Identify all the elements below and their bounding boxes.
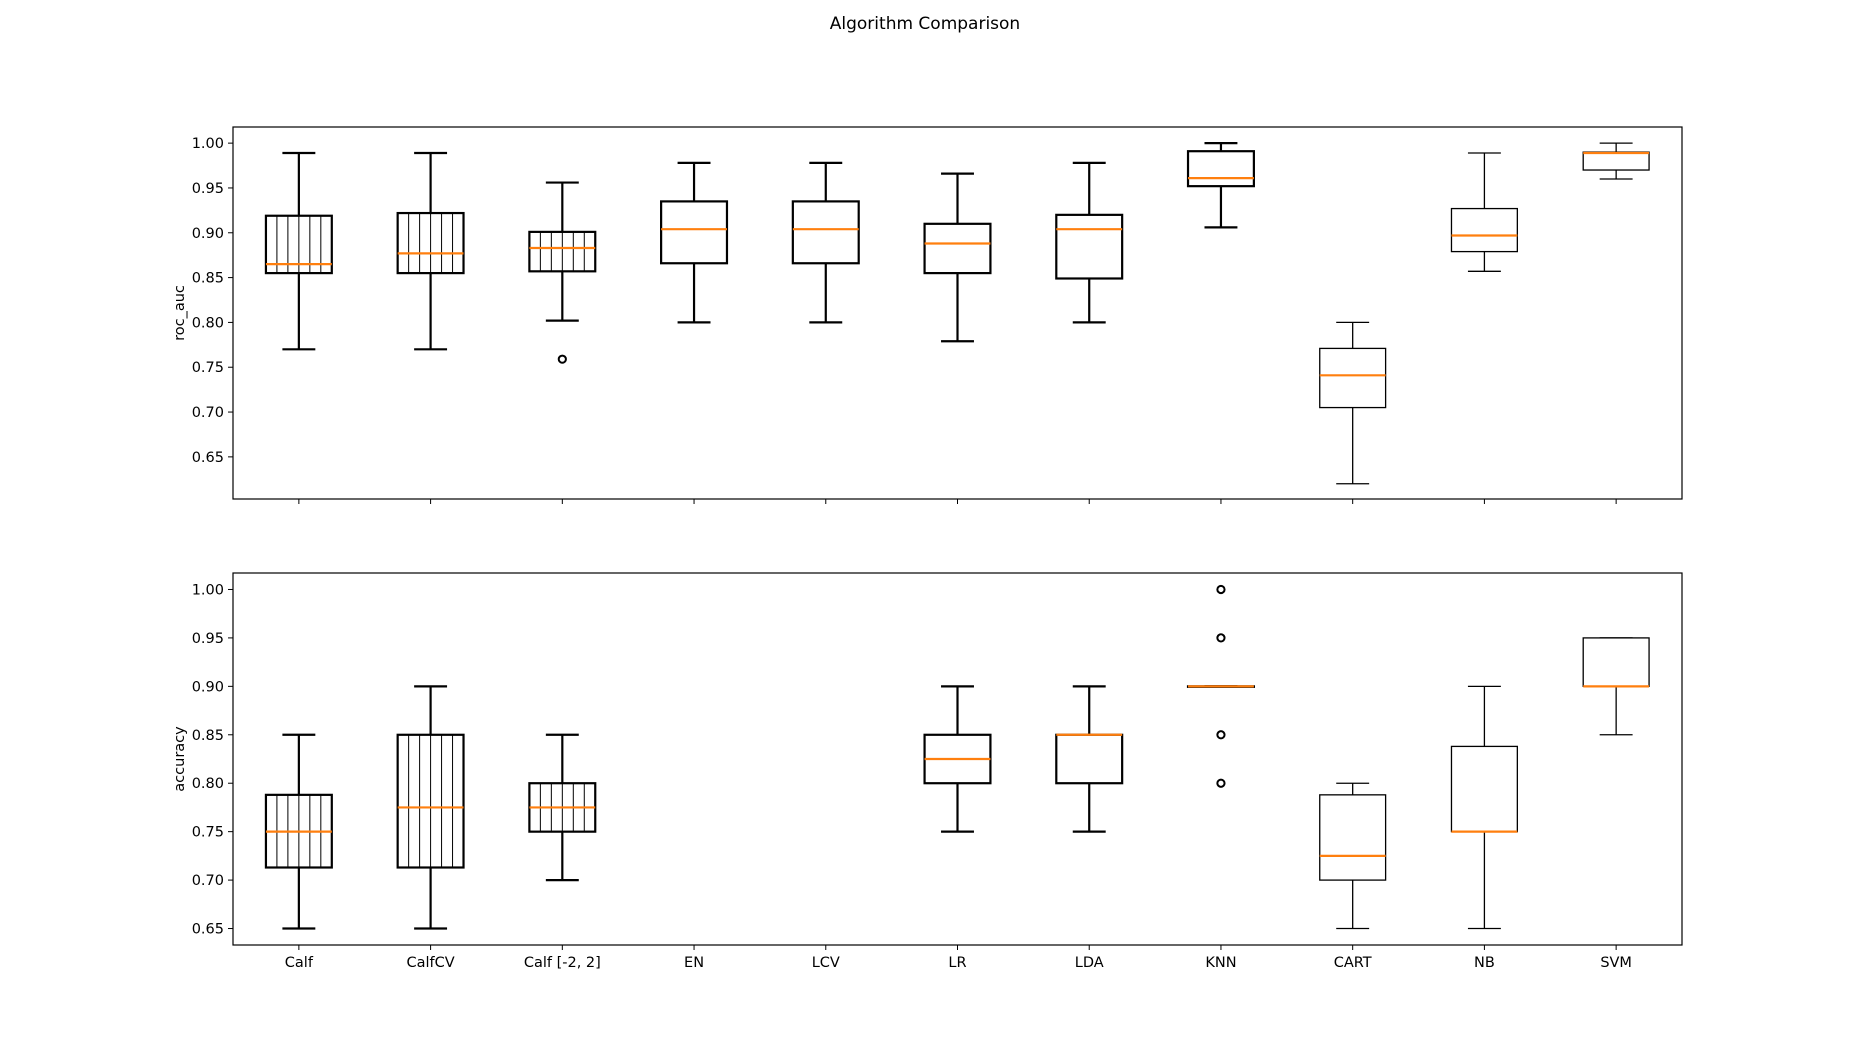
outlier-point xyxy=(1216,730,1226,740)
y-tick-label: 0.85 xyxy=(192,728,224,744)
box-nb xyxy=(1450,152,1518,272)
outlier-point xyxy=(1216,584,1226,595)
y-tick-label: 0.90 xyxy=(192,226,224,242)
box-calf xyxy=(264,733,333,930)
outlier-point xyxy=(1216,633,1226,643)
box-svm xyxy=(1582,637,1650,736)
y-axis-label: accuracy xyxy=(172,726,188,792)
y-tick-label: 0.65 xyxy=(192,922,224,938)
box-calfcv xyxy=(396,685,465,930)
iqr-box xyxy=(791,200,860,265)
iqr-box xyxy=(1319,347,1387,409)
y-tick-label: 0.80 xyxy=(192,776,224,792)
box-svm xyxy=(1582,142,1650,180)
y-tick-label: 0.65 xyxy=(192,450,224,466)
outlier-point xyxy=(557,354,567,364)
accuracy-panel: 0.65 0.70 0.75 0.80 0.85 0.90 0.95 1.00 accuracy… xyxy=(172,572,1683,971)
y-tick-label: 1.00 xyxy=(192,136,224,152)
x-tick-label-nb: NB xyxy=(1474,955,1495,971)
x-tick-label-en: EN xyxy=(684,955,704,971)
box-cart xyxy=(1319,782,1387,930)
iqr-box xyxy=(1582,637,1650,687)
box-nb xyxy=(1450,685,1518,930)
box-lcv xyxy=(791,161,860,324)
iqr-box xyxy=(923,222,992,275)
y-tick-label: 0.70 xyxy=(192,873,224,889)
box-knn xyxy=(1186,142,1255,229)
box-lda xyxy=(1055,685,1124,833)
figure-title: Algorithm Comparison xyxy=(830,14,1020,34)
box-knn xyxy=(1186,584,1255,788)
iqr-box xyxy=(1186,150,1255,188)
y-tick-label: 1.00 xyxy=(192,582,224,598)
iqr-box xyxy=(1450,207,1518,253)
iqr-box xyxy=(1450,745,1518,833)
y-tick-label: 0.90 xyxy=(192,679,224,695)
box-calf-2-2 xyxy=(528,181,597,364)
box-calf xyxy=(264,151,333,351)
x-tick-label-calf: Calf xyxy=(285,955,314,971)
x-tick-label-calfcv: CalfCV xyxy=(406,955,454,971)
x-tick-label-lcv: LCV xyxy=(812,955,840,971)
y-tick-label: 0.80 xyxy=(192,315,224,331)
iqr-box xyxy=(660,200,729,265)
iqr-box xyxy=(1319,794,1387,881)
x-tick-label-calf-2-2: Calf [-2, 2] xyxy=(524,955,601,971)
box-lr xyxy=(923,685,992,833)
x-tick-label-lda: LDA xyxy=(1075,955,1104,971)
x-tick-label-cart: CART xyxy=(1334,955,1372,971)
y-tick-label: 0.75 xyxy=(192,825,224,841)
box-en xyxy=(660,161,729,324)
iqr-box xyxy=(1055,213,1124,280)
y-axis-label: roc_auc xyxy=(172,285,188,341)
x-tick-label-svm: SVM xyxy=(1600,955,1632,971)
y-tick-label: 0.95 xyxy=(192,631,224,647)
x-tick-label-lr: LR xyxy=(948,955,966,971)
x-tick-label-knn: KNN xyxy=(1205,955,1236,971)
y-tick-label: 0.85 xyxy=(192,271,224,287)
box-cart xyxy=(1319,321,1387,485)
iqr-box xyxy=(1582,151,1650,171)
box-lda xyxy=(1055,161,1124,324)
outlier-point xyxy=(1216,778,1226,788)
box-lr xyxy=(923,172,992,343)
y-tick-label: 0.70 xyxy=(192,405,224,421)
roc-auc-panel: 0.65 0.70 0.75 0.80 0.85 0.90 0.95 1.00 roc_auc xyxy=(172,126,1683,504)
y-tick-label: 0.95 xyxy=(192,181,224,197)
y-tick-label: 0.75 xyxy=(192,360,224,376)
iqr-box xyxy=(1055,733,1124,785)
box-calfcv xyxy=(396,151,465,351)
box-calf-2-2 xyxy=(528,733,597,882)
